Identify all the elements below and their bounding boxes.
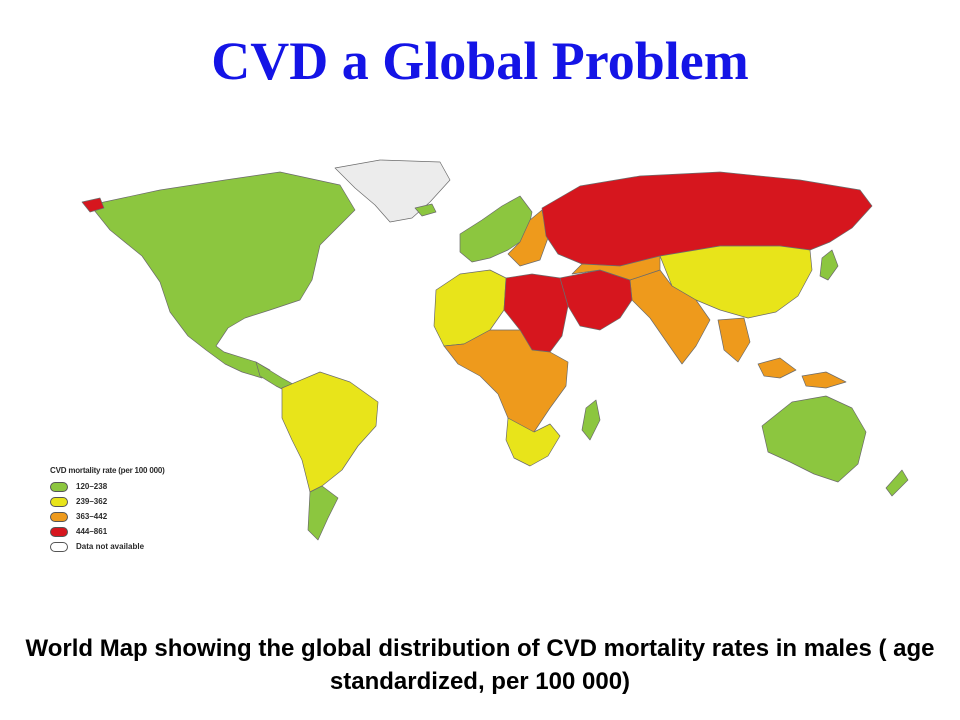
region-middle-east (559, 269, 633, 331)
legend-item-band1: 120–238 (50, 479, 250, 494)
region-new-zealand (885, 469, 909, 497)
legend-item-band3: 363–442 (50, 509, 250, 524)
legend-title: CVD mortality rate (per 100 000) (50, 466, 165, 475)
region-central-africa (443, 329, 569, 441)
legend-label: Data not available (76, 542, 145, 551)
region-russia (541, 171, 873, 267)
region-central-asia (571, 255, 661, 281)
legend-swatch (50, 511, 68, 522)
region-south-asia (629, 269, 711, 365)
region-north-africa-east (503, 273, 569, 353)
legend-label: 120–238 (76, 482, 108, 491)
legend-item-band2: 239–362 (50, 494, 250, 509)
region-japan (819, 249, 839, 281)
legend-swatch (50, 481, 68, 492)
legend-item-band4: 444–861 (50, 524, 250, 539)
region-iceland (414, 203, 437, 217)
region-south-america-south (307, 485, 339, 541)
legend-swatch (50, 496, 68, 507)
region-south-america-north (281, 371, 379, 493)
world-map-svg (81, 159, 909, 541)
map-caption: World Map showing the global distributio… (25, 635, 935, 695)
region-australia (761, 395, 867, 483)
legend-swatch (50, 526, 68, 537)
region-north-america (89, 171, 356, 379)
region-southeast-asia (717, 317, 751, 363)
region-madagascar (581, 399, 601, 441)
region-north-africa-west (433, 269, 507, 347)
legend-swatch (50, 541, 68, 552)
legend-label: 363–442 (76, 512, 108, 521)
map-legend: CVD mortality rate (per 100 000) 120–238… (50, 466, 250, 554)
legend-label: 239–362 (76, 497, 108, 506)
region-eastern-europe (507, 209, 549, 267)
world-map (20, 150, 950, 570)
region-alaska-tip (81, 197, 105, 213)
region-southern-africa (505, 417, 561, 467)
slide-title: CVD a Global Problem (211, 31, 749, 91)
region-indonesia (757, 357, 847, 389)
legend-item-no-data: Data not available (50, 539, 250, 554)
legend-label: 444–861 (76, 527, 108, 536)
